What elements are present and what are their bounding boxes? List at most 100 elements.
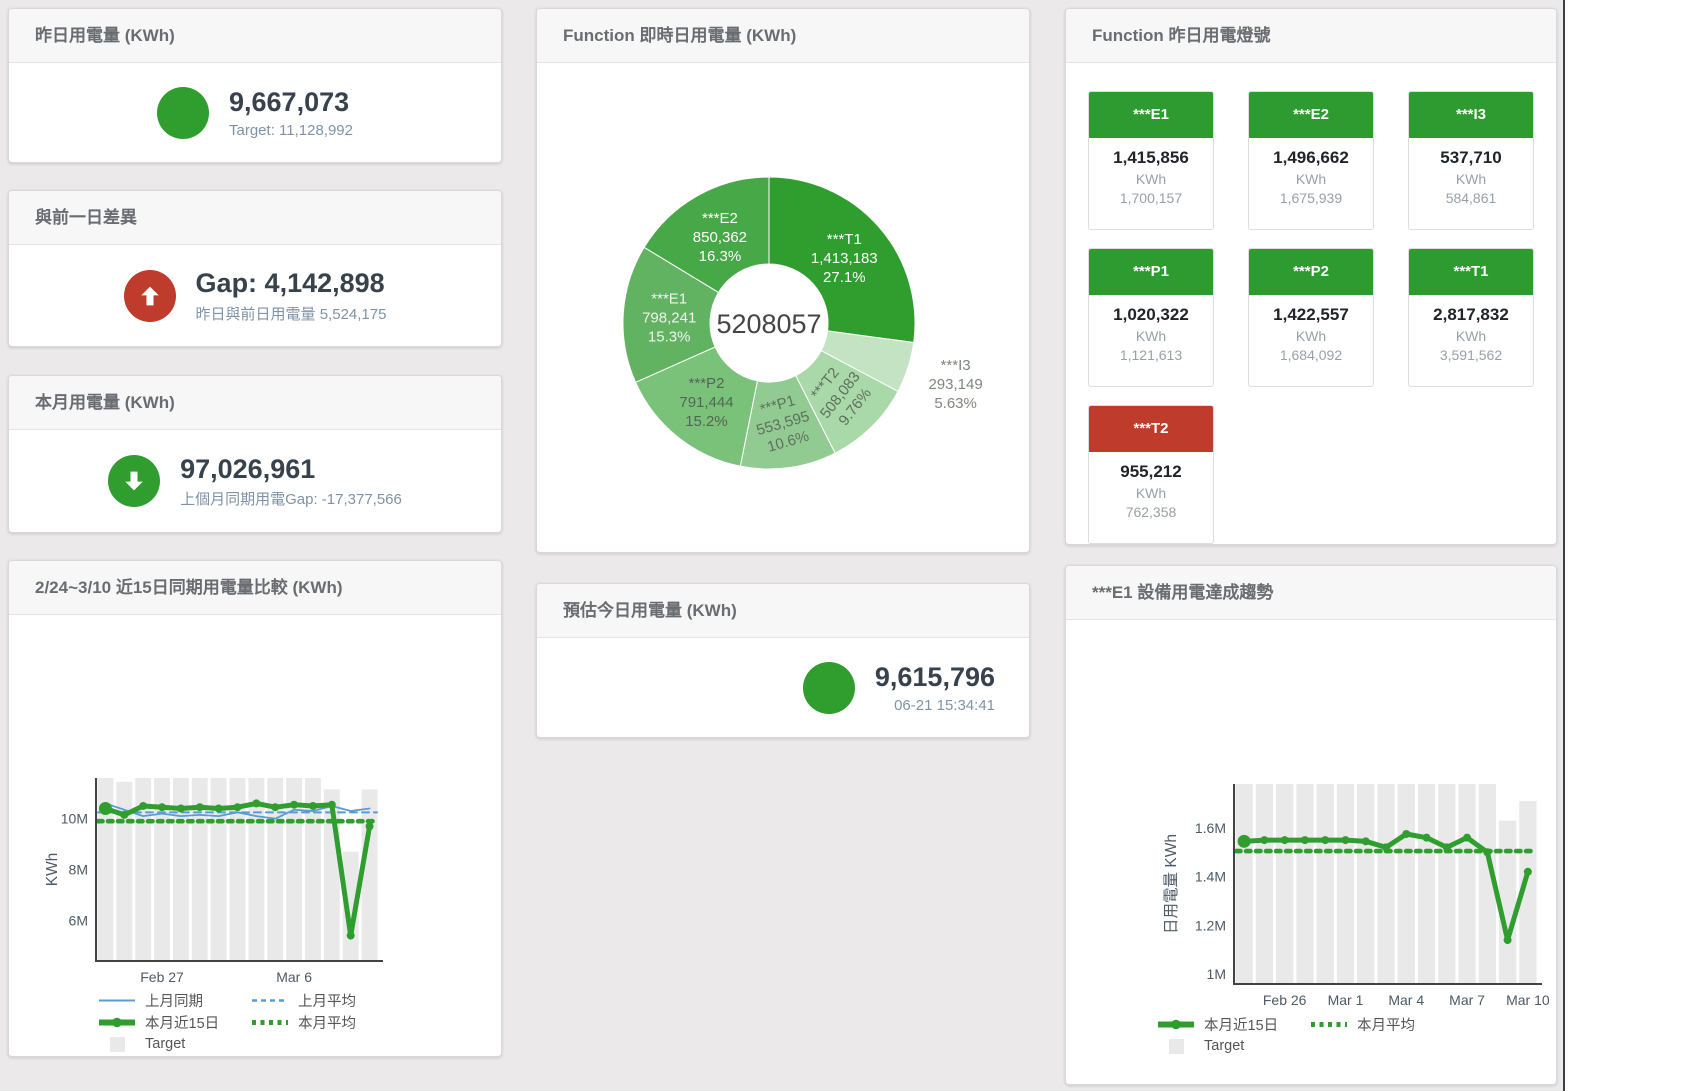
y-tick-label: 1M bbox=[1207, 966, 1226, 982]
data-point bbox=[233, 803, 242, 812]
card-e1-trend-chart: ***E1 設備用電達成趨勢 1M 1.2M 1.4M 1.6M Feb 26 Mar 1… bbox=[1065, 565, 1557, 1085]
data-point bbox=[271, 803, 280, 812]
card-realtime-usage-donut: Function 即時日用電量 (KWh) ***T1 1,413,183 27.1… bbox=[536, 8, 1030, 553]
window-edge bbox=[1563, 0, 1565, 1091]
data-point bbox=[365, 822, 374, 831]
data-point bbox=[308, 801, 317, 810]
legend-row: 本月近15日 本月平均 bbox=[97, 1011, 403, 1033]
x-tick-label: Mar 7 bbox=[1449, 992, 1485, 1008]
target-bar bbox=[1336, 784, 1355, 984]
y-tick-label: 1.4M bbox=[1195, 869, 1226, 885]
card-header: 與前一日差異 bbox=[9, 191, 501, 245]
card-title: ***E1 設備用電達成趨勢 bbox=[1092, 583, 1274, 602]
x-tick-label: Mar 4 bbox=[1388, 992, 1424, 1008]
target-bar bbox=[1316, 784, 1334, 984]
data-point bbox=[252, 799, 261, 808]
donut-slice bbox=[643, 176, 770, 294]
legend-label: 上月同期 bbox=[145, 993, 203, 1010]
target-bar bbox=[1235, 784, 1253, 984]
legend-row: 本月近15日 本月平均 bbox=[1156, 1013, 1462, 1035]
kpi-subtitle: 昨日與前日用電量 5,524,175 bbox=[195, 305, 387, 323]
dotted-swatch-icon bbox=[1311, 1021, 1347, 1027]
comparison-chart-legend: 上月同期 上月平均 本月近15日 本月平均 Target bbox=[97, 989, 403, 1055]
data-point bbox=[195, 803, 204, 812]
kpi-value: 9,667,073 bbox=[229, 87, 350, 118]
legend-label: 本月平均 bbox=[298, 1015, 356, 1032]
card-header: 昨日用電量 (KWh) bbox=[9, 9, 501, 63]
kpi-text-block: Gap: 4,142,898 昨日與前日用電量 5,524,175 bbox=[196, 267, 387, 324]
tile-target-value: 1,684,092 bbox=[1279, 347, 1343, 363]
legend-row: Target bbox=[1156, 1035, 1462, 1057]
x-tick-label: Mar 6 bbox=[276, 969, 312, 985]
target-bar bbox=[361, 789, 378, 961]
function-tile: ***E2 1,496,662 KWh 1,675,939 bbox=[1248, 91, 1374, 230]
target-bar bbox=[1397, 784, 1415, 984]
target-bar bbox=[248, 778, 265, 961]
donut-slice bbox=[622, 246, 720, 383]
target-bar bbox=[116, 781, 133, 961]
function-tile: ***I3 537,710 KWh 584,861 bbox=[1408, 91, 1534, 230]
target-bar bbox=[1417, 784, 1436, 984]
legend-label: Target bbox=[145, 1036, 186, 1052]
tile-target-value: 3,591,562 bbox=[1439, 347, 1503, 363]
data-point bbox=[1523, 867, 1532, 876]
tile-status-header: ***P2 bbox=[1249, 249, 1373, 295]
tile-target-value: 1,675,939 bbox=[1279, 190, 1343, 206]
function-tile: ***T2 955,212 KWh 762,358 bbox=[1088, 405, 1214, 544]
comparison-chart: 6M 8M 10M Feb 27 Mar 6 KWh bbox=[44, 778, 383, 985]
target-bar bbox=[191, 778, 208, 961]
data-point bbox=[1463, 833, 1472, 842]
card-15day-comparison-chart: 2/24~3/10 近15日同期用電量比較 (KWh) 6M 8M 10M Feb 2… bbox=[8, 560, 502, 1057]
kpi-subtitle: 上個月同期用電Gap: -17,377,566 bbox=[180, 491, 402, 509]
status-circle-icon bbox=[157, 86, 209, 139]
card-header: Function 即時日用電量 (KWh) bbox=[537, 9, 1029, 63]
donut-center-total: 5208057 bbox=[716, 309, 821, 339]
tile-value: 1,415,856 bbox=[1113, 148, 1189, 167]
target-bar bbox=[305, 778, 321, 961]
card-title: 本月用電量 (KWh) bbox=[35, 393, 175, 412]
target-bar bbox=[1478, 784, 1496, 984]
y-tick-label: 1.2M bbox=[1195, 917, 1226, 933]
y-tick-label: 1.6M bbox=[1195, 820, 1226, 836]
card-title: 昨日用電量 (KWh) bbox=[35, 26, 175, 45]
card-header: 2/24~3/10 近15日同期用電量比較 (KWh) bbox=[9, 561, 501, 615]
donut-chart: ***T1 1,413,183 27.1%***I3 293,149 5.63%***T… bbox=[622, 176, 983, 470]
function-tile: ***E1 1,415,856 KWh 1,700,157 bbox=[1088, 91, 1214, 230]
donut-slice-label: ***P2 791,444 15.2% bbox=[679, 375, 733, 430]
target-bar bbox=[1357, 784, 1375, 984]
card-daily-lights: Function 昨日用電燈號 ***E1 1,415,856 KWh 1,700,1… bbox=[1065, 8, 1557, 545]
tile-target-value: 762,358 bbox=[1125, 504, 1177, 520]
legend-item: 上月平均 bbox=[250, 990, 403, 1011]
kpi-text-block: 9,667,073 Target: 11,128,992 bbox=[229, 86, 353, 139]
kpi-value: Gap: 4,142,898 bbox=[195, 268, 385, 299]
arrow-up-icon bbox=[123, 269, 176, 322]
card-header: 預估今日用電量 (KWh) bbox=[537, 584, 1029, 638]
legend-item: 本月平均 bbox=[250, 1012, 403, 1033]
card-today-estimate: 預估今日用電量 (KWh) 9,615,796 06-21 15:34:41 bbox=[536, 583, 1030, 738]
legend-label: Target bbox=[1204, 1038, 1245, 1054]
tile-status-header: ***T2 bbox=[1089, 406, 1213, 452]
arrow-down-icon bbox=[108, 455, 161, 507]
donut-slice-label: ***I3 293,149 5.63% bbox=[928, 357, 982, 412]
data-point bbox=[1237, 834, 1251, 848]
card-month-usage: 本月用電量 (KWh) 97,026,961 上個月同期用電Gap: -17,3… bbox=[8, 375, 502, 533]
data-point bbox=[327, 800, 336, 809]
card-title: 與前一日差異 bbox=[35, 208, 137, 227]
legend-item: 上月同期 bbox=[97, 990, 250, 1011]
tile-unit: KWh bbox=[1135, 485, 1167, 501]
kpi-value: 97,026,961 bbox=[180, 453, 316, 484]
card-header: 本月用電量 (KWh) bbox=[9, 376, 501, 430]
tile-unit: KWh bbox=[1455, 171, 1487, 187]
target-bar bbox=[1458, 784, 1476, 984]
x-tick-label: Feb 26 bbox=[1263, 992, 1307, 1008]
tile-status-header: ***E1 bbox=[1089, 92, 1213, 138]
data-point bbox=[1422, 833, 1431, 842]
legend-item: Target bbox=[97, 1036, 250, 1052]
donut-slice bbox=[768, 176, 916, 344]
y-tick-label: 10M bbox=[61, 811, 88, 827]
data-point bbox=[139, 801, 148, 810]
kpi-text-block: 9,615,796 06-21 15:34:41 bbox=[875, 661, 995, 714]
target-bar bbox=[267, 778, 284, 961]
data-point bbox=[98, 802, 112, 815]
status-circle-icon bbox=[802, 661, 855, 714]
